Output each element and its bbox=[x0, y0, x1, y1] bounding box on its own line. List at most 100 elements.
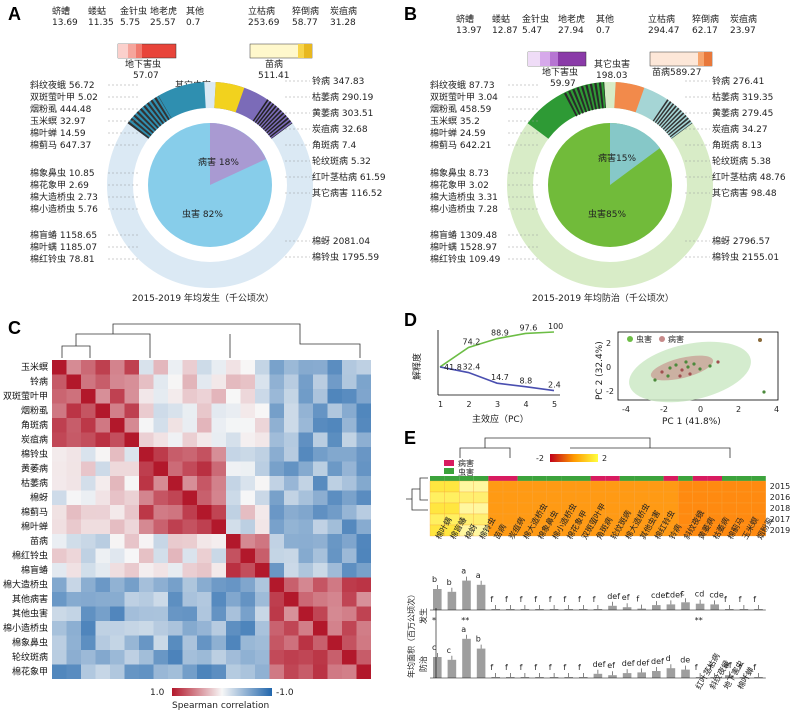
c-cell-17-11 bbox=[211, 606, 226, 621]
panel-letter-c: C bbox=[8, 318, 21, 338]
e-heat-0-10 bbox=[575, 480, 591, 493]
c-colorbar-max: -1.0 bbox=[276, 688, 294, 698]
d-pca-xtick-2: 0 bbox=[698, 405, 703, 414]
b-tl-name-2: 金针虫 bbox=[522, 13, 549, 25]
c-cell-20-16 bbox=[284, 650, 299, 665]
c-cell-9-2 bbox=[81, 490, 96, 505]
a-left-label-1: 双斑萤叶甲 5.02 bbox=[30, 91, 98, 103]
c-cell-8-20 bbox=[342, 476, 357, 491]
e-legend-pest-swatch bbox=[444, 468, 454, 474]
e-top-bar-17 bbox=[681, 602, 690, 610]
c-cell-20-0 bbox=[52, 650, 67, 665]
e-top-bar-22 bbox=[754, 609, 763, 610]
c-cell-1-17 bbox=[298, 374, 313, 389]
d-pca-point-3 bbox=[680, 368, 684, 372]
d-pca-ytick-2: 2 bbox=[606, 339, 611, 348]
c-cell-6-18 bbox=[313, 447, 328, 462]
e-annot-9 bbox=[561, 476, 576, 481]
a-underground-label: 地下害虫 bbox=[125, 58, 161, 70]
c-row-label-10: 棉蓟马 bbox=[21, 506, 48, 518]
c-cell-7-19 bbox=[327, 461, 342, 476]
e-top-letter-3: a bbox=[476, 571, 481, 580]
c-cell-5-11 bbox=[211, 432, 226, 447]
c-cell-7-0 bbox=[52, 461, 67, 476]
c-cell-11-4 bbox=[110, 519, 125, 534]
b-seedling-seg2 bbox=[704, 52, 712, 66]
a-tl-value-0: 13.69 bbox=[52, 18, 78, 28]
c-cell-2-13 bbox=[240, 389, 255, 404]
e-annot-13 bbox=[619, 476, 635, 481]
a-right-label-0: 铃病 347.83 bbox=[312, 75, 364, 87]
c-cell-19-10 bbox=[197, 635, 212, 650]
c-cell-10-15 bbox=[269, 505, 284, 520]
c-cell-1-11 bbox=[211, 374, 226, 389]
c-cell-20-6 bbox=[139, 650, 154, 665]
c-cell-15-15 bbox=[269, 577, 284, 592]
e-sig-bot-0: ** bbox=[695, 616, 703, 625]
b-underground-seg1 bbox=[528, 52, 540, 66]
c-cell-9-6 bbox=[139, 490, 154, 505]
c-cell-19-17 bbox=[298, 635, 313, 650]
c-cell-8-3 bbox=[95, 476, 110, 491]
e-bot-letter-1: c bbox=[447, 646, 451, 655]
b-outer-seedling-arc bbox=[613, 82, 645, 113]
d-pca-point-2 bbox=[674, 363, 678, 367]
c-cell-7-21 bbox=[356, 461, 371, 476]
d-pca-ytick-1: 0 bbox=[606, 363, 611, 372]
e-y-main: 年均面积（百万公顷次） bbox=[406, 590, 416, 678]
c-cell-19-3 bbox=[95, 635, 110, 650]
c-row-label-0: 玉米螟 bbox=[21, 361, 48, 373]
e-heat-0-17 bbox=[678, 480, 693, 493]
c-cell-13-13 bbox=[240, 548, 255, 563]
c-cell-6-15 bbox=[269, 447, 284, 462]
c-cell-13-4 bbox=[110, 548, 125, 563]
e-sig-top-0: * bbox=[432, 616, 436, 625]
e-heat-0-4 bbox=[488, 480, 504, 493]
c-cell-20-10 bbox=[197, 650, 212, 665]
e-bot-letter-2: a bbox=[461, 625, 466, 634]
c-cell-6-11 bbox=[211, 447, 226, 462]
d-pca-xtick-1: -2 bbox=[660, 405, 668, 414]
d-series-cumulative bbox=[439, 331, 555, 368]
d-label-top-2: 88.9 bbox=[491, 329, 509, 338]
c-cell-15-13 bbox=[240, 577, 255, 592]
d-pca-point-8 bbox=[666, 374, 670, 378]
c-cell-1-9 bbox=[182, 374, 197, 389]
a-tl-name-0: 蛴螬 bbox=[52, 5, 70, 17]
c-cell-9-0 bbox=[52, 490, 67, 505]
d-pca-point-7 bbox=[698, 367, 702, 371]
c-cell-10-6 bbox=[139, 505, 154, 520]
d-pca-point-13 bbox=[684, 360, 688, 364]
c-cell-3-0 bbox=[52, 403, 67, 418]
c-cell-11-2 bbox=[81, 519, 96, 534]
c-cell-7-12 bbox=[226, 461, 241, 476]
c-cell-12-6 bbox=[139, 534, 154, 549]
c-cell-8-4 bbox=[110, 476, 125, 491]
c-cell-1-2 bbox=[81, 374, 96, 389]
c-cell-1-13 bbox=[240, 374, 255, 389]
c-cell-1-14 bbox=[255, 374, 270, 389]
c-cell-19-12 bbox=[226, 635, 241, 650]
c-cell-19-8 bbox=[168, 635, 183, 650]
e-bot-letter-11: def bbox=[593, 660, 606, 669]
e-heat-1-16 bbox=[663, 491, 679, 504]
c-cell-21-4 bbox=[110, 664, 125, 679]
c-cell-16-14 bbox=[255, 592, 270, 607]
b-right-label-9: 棉铃虫 2155.01 bbox=[712, 251, 779, 263]
c-cell-13-18 bbox=[313, 548, 328, 563]
c-cell-13-1 bbox=[66, 548, 81, 563]
c-cell-14-16 bbox=[284, 563, 299, 578]
a-left-label-0: 斜纹夜蛾 56.72 bbox=[30, 79, 95, 91]
c-cell-14-15 bbox=[269, 563, 284, 578]
c-cell-5-5 bbox=[124, 432, 139, 447]
c-cell-14-4 bbox=[110, 563, 125, 578]
c-cell-21-18 bbox=[313, 664, 328, 679]
e-heat-0-12 bbox=[605, 480, 620, 493]
c-cell-12-18 bbox=[313, 534, 328, 549]
e-top-letter-14: f bbox=[636, 595, 639, 604]
c-row-label-9: 棉蚜 bbox=[30, 492, 48, 504]
e-top-letter-16: cdef bbox=[666, 590, 683, 599]
c-cell-12-17 bbox=[298, 534, 313, 549]
